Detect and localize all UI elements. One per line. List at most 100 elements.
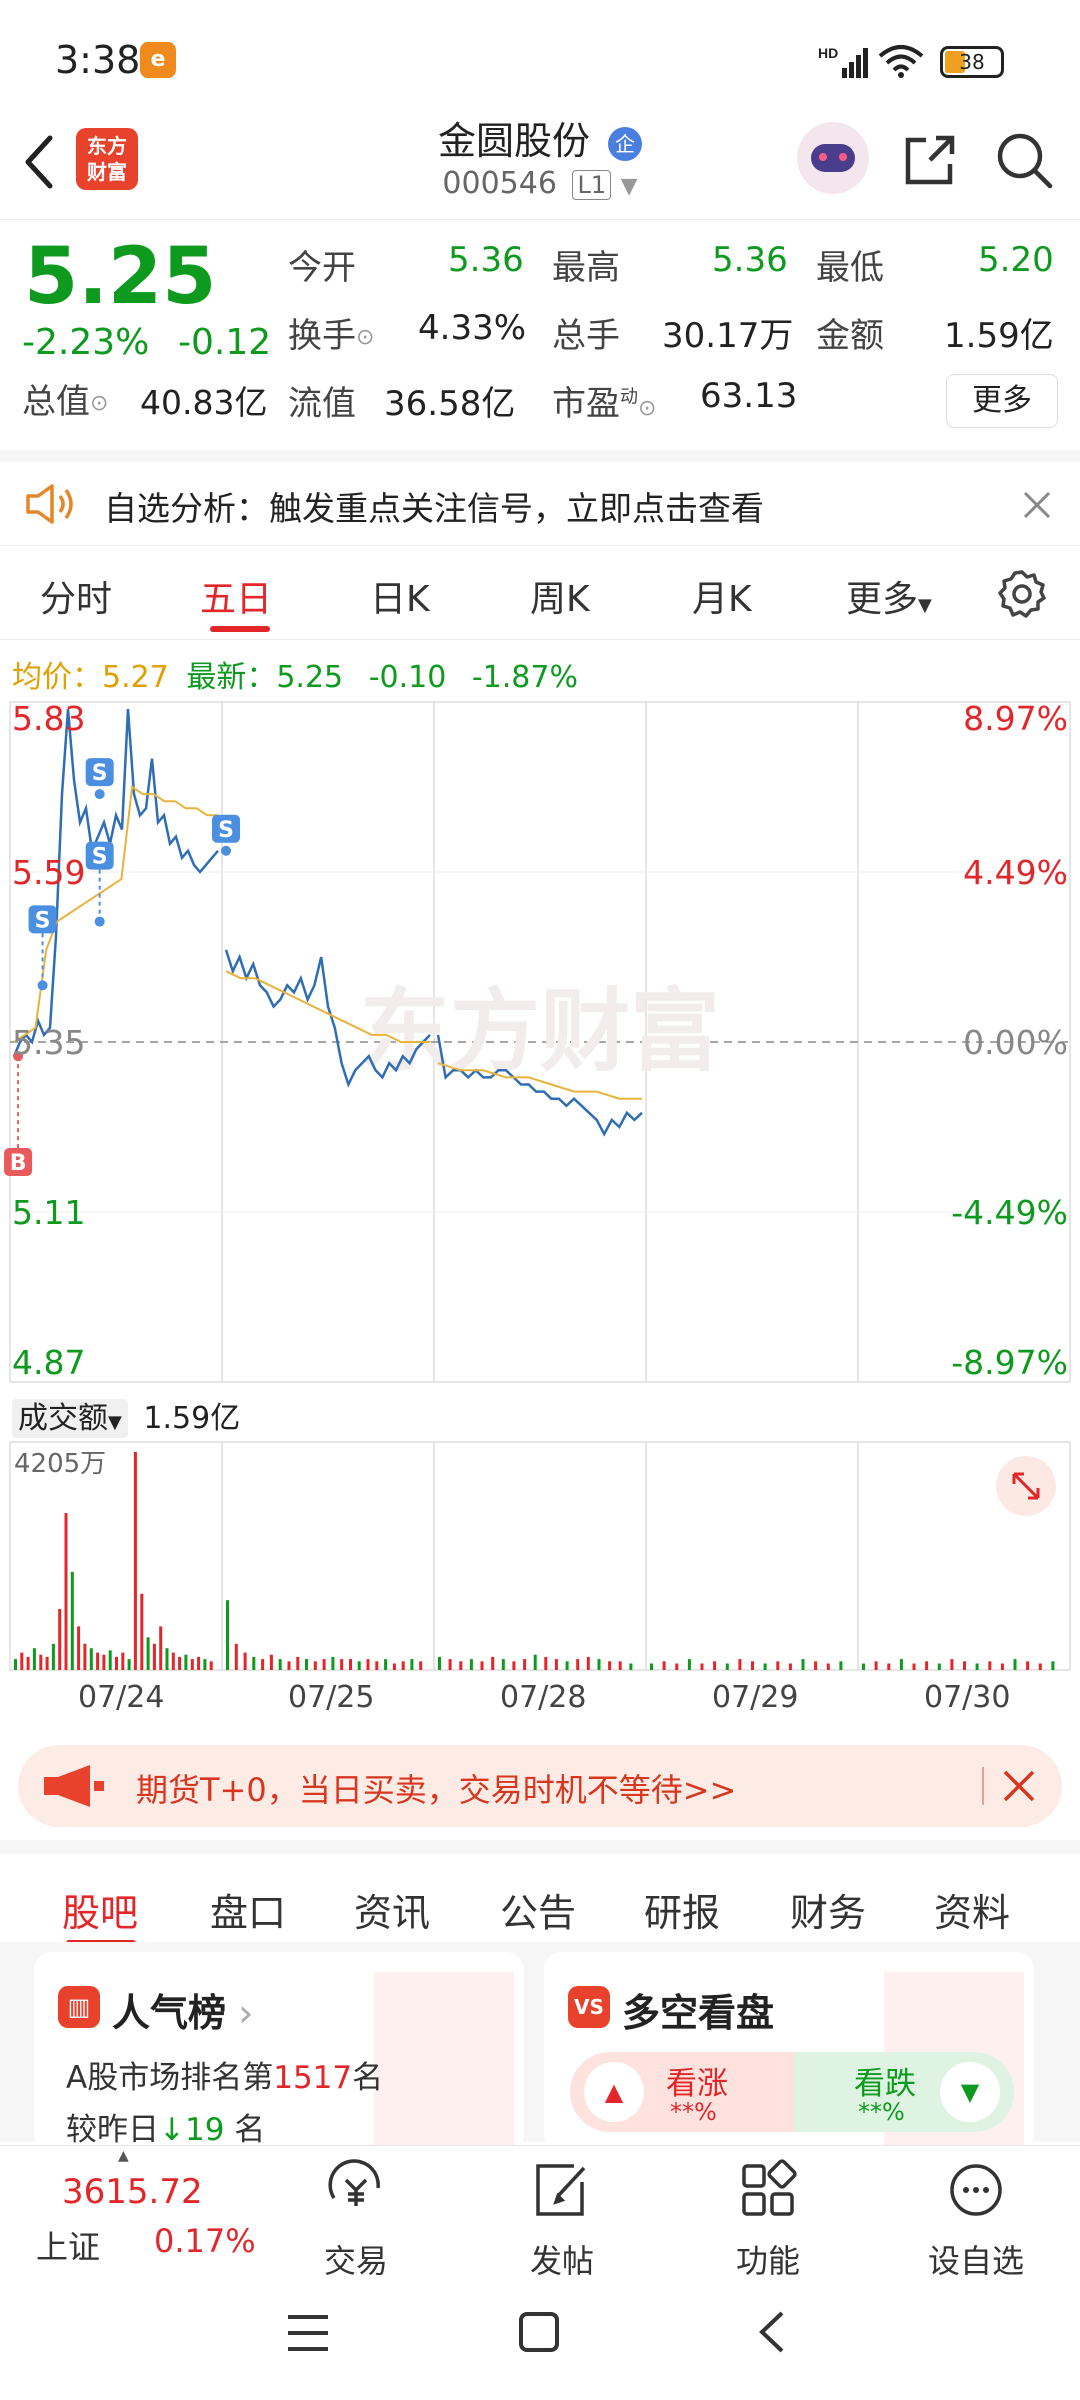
tab-monthly-k[interactable]: 月K	[692, 579, 752, 620]
volume-bar	[448, 1659, 452, 1670]
volume-bar	[178, 1656, 182, 1670]
search-icon[interactable]	[994, 130, 1054, 190]
more-quote-button[interactable]: 更多	[946, 374, 1058, 428]
tab-five-day[interactable]: 五日	[200, 579, 273, 620]
tab-announcements[interactable]: 公告	[500, 1891, 577, 1935]
functions-button[interactable]: 功能	[735, 2242, 800, 2280]
volume-bar	[650, 1663, 653, 1670]
volume-bar	[459, 1661, 463, 1670]
volume-type-select[interactable]: 成交额▼	[12, 1399, 128, 1438]
turnover-label[interactable]: 换手⊙	[288, 316, 375, 356]
gear-icon[interactable]	[996, 568, 1048, 620]
tab-more[interactable]: 更多▼	[846, 579, 932, 620]
compose-icon[interactable]	[530, 2158, 594, 2222]
tab-research[interactable]: 研报	[644, 1891, 721, 1935]
five-day-price-chart[interactable]: 东方财富 B S S S S 5.83 5.59 5.35 5.11 4.87 8.97% 4.49% 0…	[0, 692, 1080, 1392]
volume-bar	[305, 1659, 308, 1670]
change-amount: -0.12	[178, 322, 272, 363]
y-axis-label: 5.83	[12, 699, 85, 738]
notification-icon: e	[140, 42, 176, 78]
volume-bar	[287, 1661, 291, 1670]
volume-total: 1.59亿	[143, 1401, 241, 1436]
tab-guba[interactable]: 股吧	[62, 1891, 139, 1935]
volume-bar	[203, 1659, 207, 1670]
tab-daily-k[interactable]: 日K	[370, 579, 430, 620]
volume-bar	[152, 1643, 156, 1670]
volume-bar	[20, 1652, 24, 1670]
trade-marker-label: S	[35, 908, 51, 933]
volume-bar	[127, 1659, 131, 1670]
trade-icon[interactable]	[324, 2158, 388, 2222]
volume-chart[interactable]: 4205万	[0, 1440, 1080, 1672]
more-dots-icon[interactable]	[944, 2158, 1008, 2222]
expand-icon[interactable]	[996, 1456, 1056, 1516]
mktcap-label[interactable]: 总值⊙	[22, 382, 109, 422]
volume-bar	[618, 1661, 622, 1670]
trade-marker-label: S	[218, 818, 234, 843]
volume-bar	[576, 1659, 580, 1670]
pe-label[interactable]: 市盈动⊙	[552, 384, 657, 424]
marker-dot	[221, 845, 231, 856]
bear-button[interactable]: 看跌 **% ▼	[794, 2052, 1014, 2132]
index-change: 0.17%	[154, 2222, 256, 2260]
volume-bar	[1000, 1663, 1004, 1670]
robot-assistant-icon[interactable]	[797, 122, 869, 194]
tab-intraday[interactable]: 分时	[40, 579, 113, 620]
close-icon[interactable]	[1022, 490, 1052, 520]
volume-bar	[184, 1654, 188, 1670]
watermark: 东方财富	[360, 979, 720, 1084]
up-arrow-icon: ▲	[584, 2062, 644, 2122]
volume-max-label: 4205万	[14, 1449, 106, 1479]
x-date-label: 07/24	[78, 1680, 165, 1715]
chart-tabs: 分时 五日 日K 周K 月K 更多▼	[0, 545, 1080, 640]
volume-bar	[278, 1659, 282, 1670]
battery-level: 38	[959, 50, 985, 74]
volume-bar	[349, 1659, 352, 1670]
trade-marker-s	[85, 841, 114, 870]
popularity-card[interactable]: ▥ 人气榜 › A股市场排名第1517名 较昨日↓19 名	[34, 1952, 524, 2152]
back-icon[interactable]	[20, 132, 60, 192]
close-icon[interactable]	[1002, 1769, 1036, 1803]
y-axis-pct-label: 8.97%	[963, 699, 1068, 738]
volume-bar	[874, 1661, 878, 1670]
y-axis-label: 5.59	[12, 853, 85, 892]
analysis-notice[interactable]: 自选分析：触发重点关注信号，立即点击查看	[0, 450, 1080, 545]
volume-bar	[45, 1656, 49, 1670]
chart-bar-icon: ▥	[58, 1986, 100, 2028]
system-nav-bar	[0, 2275, 1080, 2400]
nav-back-icon[interactable]	[756, 2309, 786, 2355]
tab-news[interactable]: 资讯	[354, 1891, 431, 1935]
volume-bar	[925, 1661, 929, 1670]
rank-line: A股市场排名第1517名	[66, 2060, 384, 2096]
home-icon[interactable]	[518, 2311, 560, 2353]
tab-profile[interactable]: 资料	[934, 1891, 1011, 1935]
tab-weekly-k[interactable]: 周K	[530, 579, 590, 620]
volume-bar	[544, 1656, 548, 1670]
post-button[interactable]: 发帖	[529, 2242, 594, 2280]
volume-bar	[64, 1513, 68, 1670]
index-ticker[interactable]: ▲ 3615.72 上证 0.17%	[36, 2148, 256, 2266]
add-watchlist-button[interactable]: 设自选	[927, 2242, 1024, 2280]
volume-bar	[108, 1650, 112, 1670]
rank-change-line: 较昨日↓19 名	[66, 2112, 266, 2148]
avg-price-line	[13, 785, 218, 1043]
volume-bar	[950, 1659, 954, 1670]
menu-icon[interactable]	[286, 2313, 330, 2353]
x-date-label: 07/30	[924, 1680, 1011, 1715]
grid-icon[interactable]	[736, 2158, 800, 2222]
eastmoney-logo[interactable]: 东方 财富	[76, 128, 138, 190]
futures-promo-banner[interactable]: 期货T+0，当日买卖，交易时机不等待>>	[18, 1745, 1062, 1827]
float-label: 流值	[288, 384, 356, 424]
volume-bar	[597, 1659, 601, 1670]
volume-bar	[392, 1663, 396, 1670]
bull-bear-card[interactable]: VS 多空看盘 ▲ 看涨 **% 看跌 **% ▼	[544, 1952, 1034, 2152]
volume-bar	[226, 1600, 229, 1670]
stock-code-row[interactable]: 000546 L1 ▼	[0, 166, 1080, 201]
bull-button[interactable]: ▲ 看涨 **%	[570, 2052, 800, 2132]
tab-finance[interactable]: 财务	[790, 1891, 867, 1935]
tab-pankou[interactable]: 盘口	[210, 1891, 287, 1935]
trade-button[interactable]: 交易	[323, 2242, 388, 2280]
down-arrow-icon: ▼	[940, 2062, 1000, 2122]
share-icon[interactable]	[900, 130, 960, 190]
signal-icon: HD	[818, 45, 868, 78]
